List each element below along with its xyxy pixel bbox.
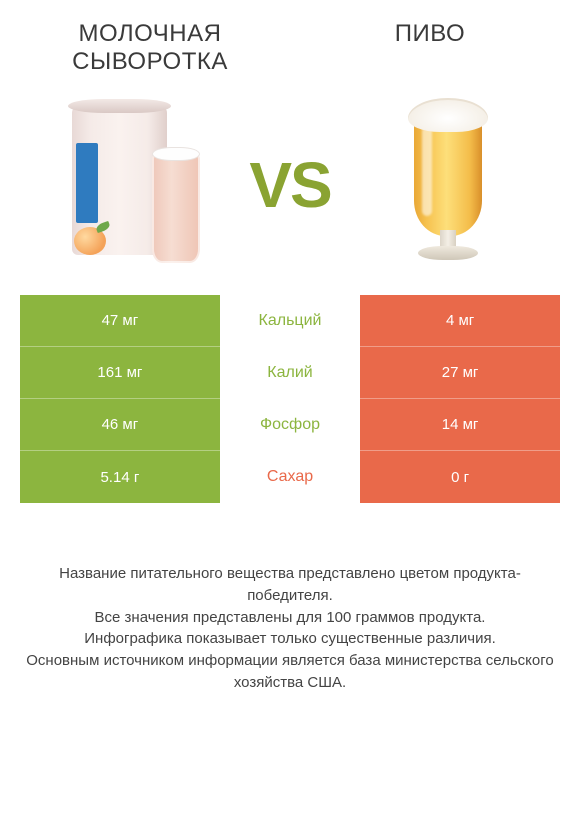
footer-line: Все значения представлены для 100 граммо… [20,607,560,629]
nutrient-cell: Калий [220,347,360,399]
nutrient-cell: Сахар [220,451,360,503]
comparison-table: 47 мгКальций4 мг161 мгКалий27 мг46 мгФос… [20,295,560,503]
whey-illustration [62,105,202,265]
left-value-cell: 161 мг [20,347,220,399]
footer-line: Основным источником информации является … [20,650,560,694]
right-value-cell: 14 мг [360,399,560,451]
beer-illustration [388,100,508,270]
right-product-image [337,100,560,270]
table-row: 5.14 гСахар0 г [20,451,560,503]
footer-line: Инфографика показывает только существенн… [20,628,560,650]
left-product-image [20,100,243,270]
right-value-cell: 4 мг [360,295,560,347]
footer-line: Название питательного вещества представл… [20,563,560,607]
left-value-cell: 46 мг [20,399,220,451]
left-value-cell: 47 мг [20,295,220,347]
right-product-title: ПИВО [290,20,570,75]
right-value-cell: 0 г [360,451,560,503]
nutrient-cell: Кальций [220,295,360,347]
left-value-cell: 5.14 г [20,451,220,503]
images-row: VS [0,85,580,295]
header-row: МОЛОЧНАЯ СЫВОРОТКА ПИВО [0,0,580,85]
table-row: 47 мгКальций4 мг [20,295,560,347]
nutrient-cell: Фосфор [220,399,360,451]
vs-label: VS [243,148,336,222]
right-value-cell: 27 мг [360,347,560,399]
footer-notes: Название питательного вещества представл… [20,563,560,694]
left-product-title: МОЛОЧНАЯ СЫВОРОТКА [10,20,290,75]
table-row: 161 мгКалий27 мг [20,347,560,399]
table-row: 46 мгФосфор14 мг [20,399,560,451]
